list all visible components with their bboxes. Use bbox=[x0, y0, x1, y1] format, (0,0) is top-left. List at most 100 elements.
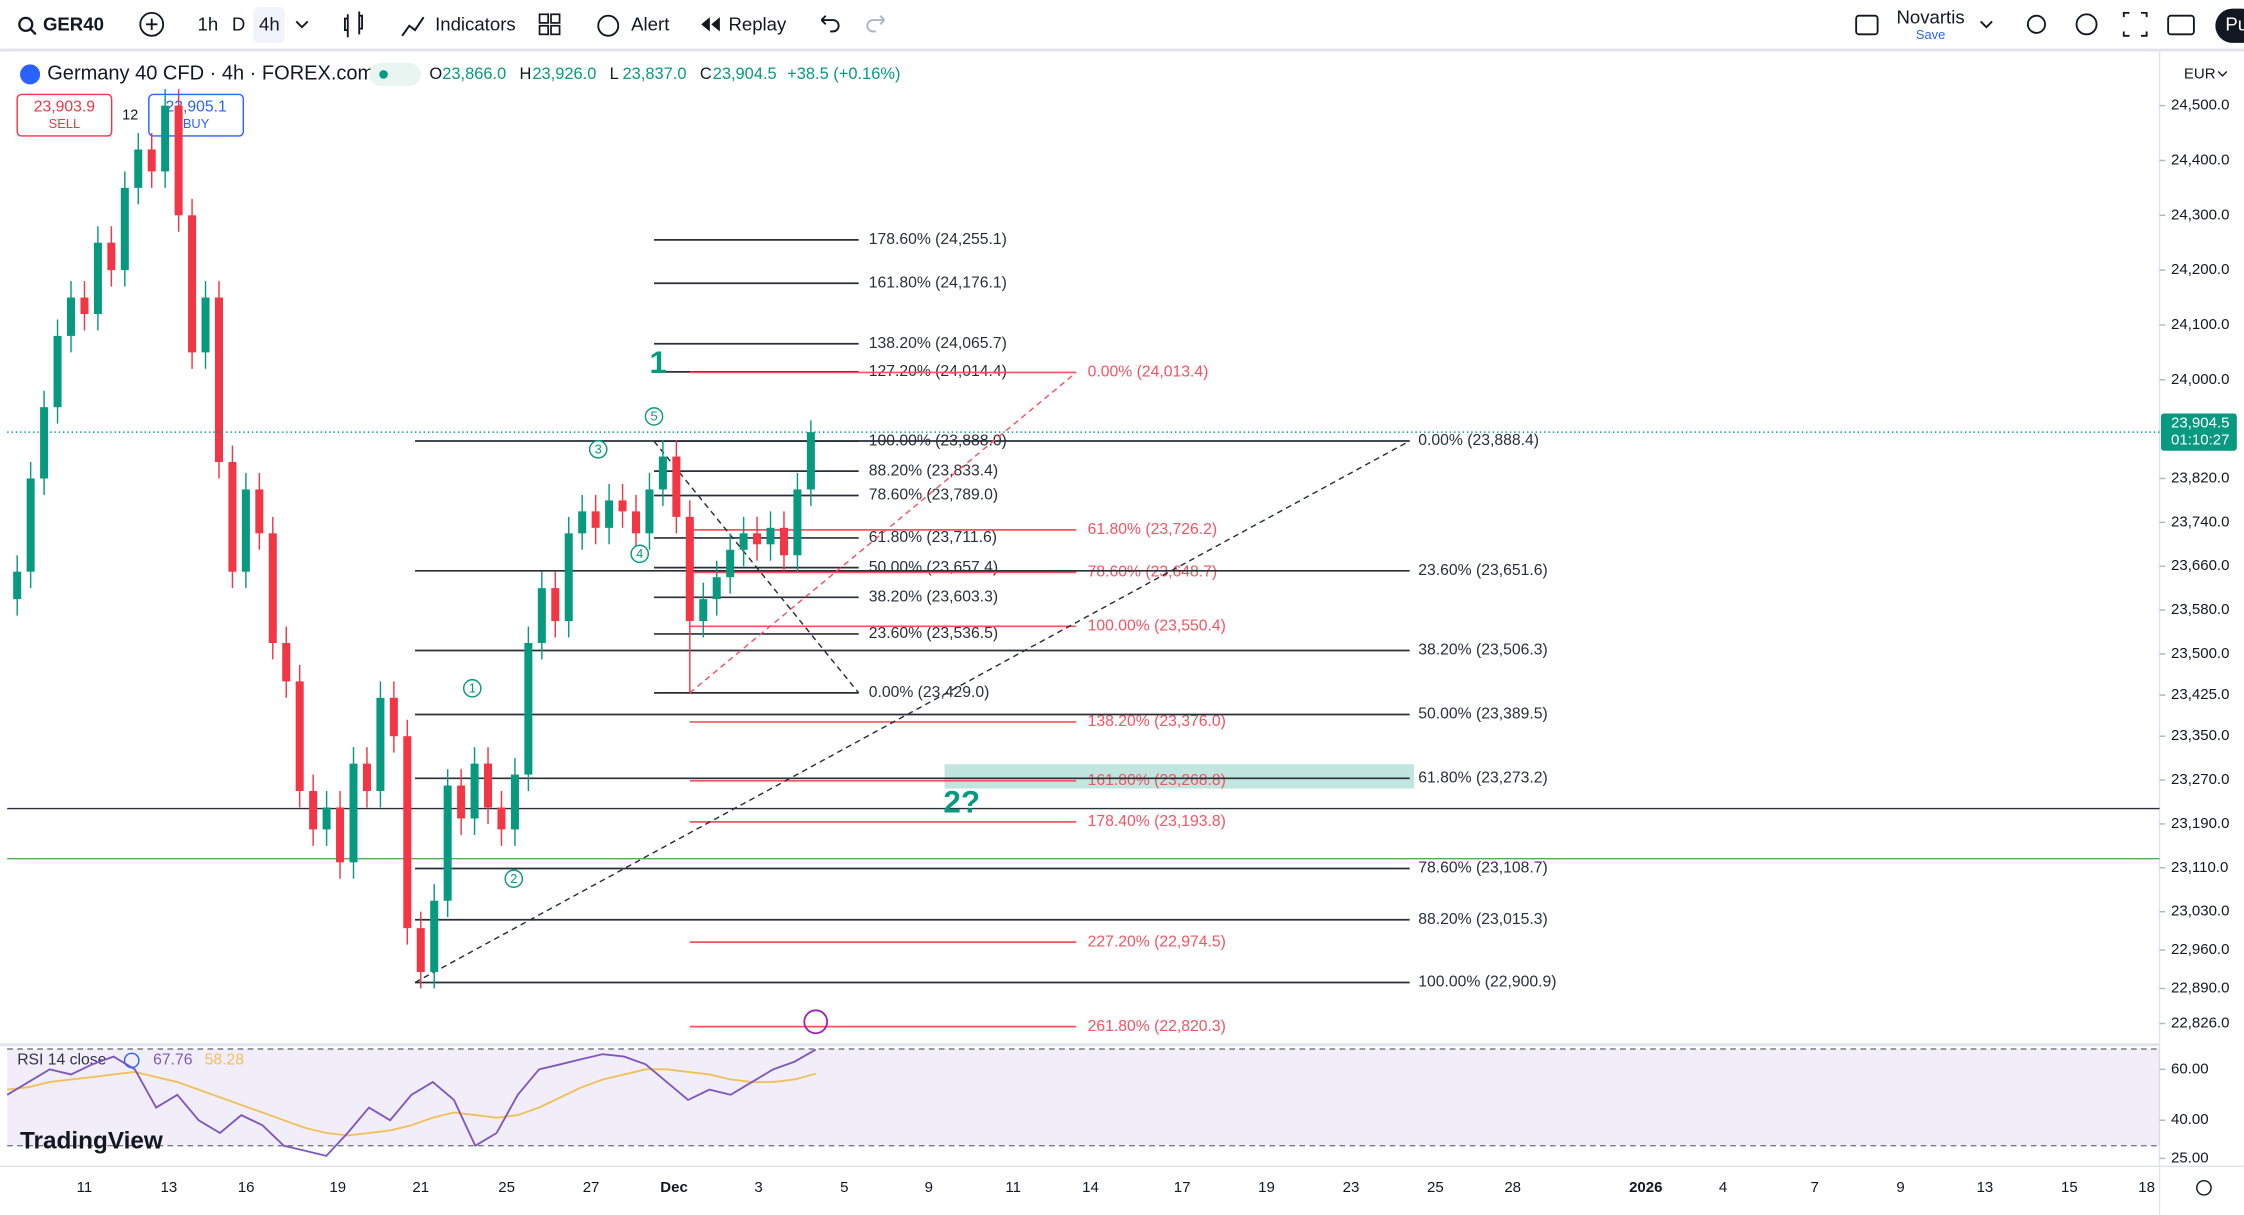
axis-settings[interactable] bbox=[2196, 1179, 2212, 1196]
layout-dropdown[interactable] bbox=[1979, 20, 1993, 29]
fib-label: 88.20% (23,833.4) bbox=[869, 462, 998, 479]
legend: Germany 40 CFD · 4h · FOREX.com O 23,866.… bbox=[20, 63, 900, 86]
candle-body bbox=[13, 571, 22, 600]
candle-body bbox=[658, 456, 667, 490]
indicators[interactable]: Indicators bbox=[435, 14, 516, 35]
fib-label: 38.20% (23,506.3) bbox=[1418, 642, 1547, 659]
fib-trendline[interactable] bbox=[653, 440, 860, 694]
fib-label: 227.20% (22,974.5) bbox=[1088, 933, 1226, 950]
add-symbol[interactable] bbox=[139, 11, 165, 37]
candle-body bbox=[712, 577, 721, 600]
rsi-title: RSI 14 close bbox=[17, 1052, 106, 1069]
undo[interactable] bbox=[820, 15, 840, 33]
sell-button[interactable] bbox=[16, 93, 113, 137]
interval[interactable]: 1h bbox=[198, 14, 219, 35]
wave-circle[interactable] bbox=[630, 544, 650, 564]
x-tick-label: 5 bbox=[840, 1179, 848, 1196]
candle-body bbox=[591, 511, 600, 528]
candle-body bbox=[188, 215, 197, 353]
ohlc-key: O bbox=[429, 65, 442, 83]
wave-target: 2? bbox=[943, 785, 980, 820]
ohlc-key: L bbox=[610, 65, 619, 83]
layout-save[interactable]: Save bbox=[1916, 27, 1945, 42]
candle-body bbox=[631, 511, 641, 534]
fib-trendline[interactable] bbox=[689, 371, 1077, 694]
replay-icon bbox=[701, 17, 720, 32]
fib-label: 161.80% (24,176.1) bbox=[869, 274, 1007, 291]
candle-body bbox=[120, 187, 129, 271]
wave-circle[interactable] bbox=[644, 407, 664, 426]
alert[interactable]: Alert bbox=[631, 14, 670, 35]
fib-label: 78.60% (23,648.7) bbox=[1088, 564, 1217, 581]
replay[interactable]: Replay bbox=[728, 14, 787, 35]
currency-dropdown[interactable] bbox=[2217, 71, 2228, 77]
templates[interactable] bbox=[538, 13, 561, 36]
candle-body bbox=[793, 489, 802, 556]
candle-body bbox=[134, 149, 143, 188]
candle-body bbox=[510, 774, 519, 830]
sell-label[interactable]: SELL bbox=[49, 116, 80, 131]
redo[interactable] bbox=[866, 15, 886, 33]
candle-body bbox=[295, 681, 304, 792]
settings[interactable] bbox=[2075, 13, 2098, 36]
quick-search[interactable] bbox=[2026, 14, 2046, 34]
x-tick-label: 2026 bbox=[1629, 1179, 1662, 1196]
fib-label: 138.20% (24,065.7) bbox=[869, 335, 1007, 352]
layout-icon[interactable] bbox=[1855, 14, 1879, 36]
wave-circle[interactable] bbox=[504, 869, 524, 888]
fib-trendline[interactable] bbox=[414, 440, 1410, 984]
toolbar: GER40 1h D 4h Indicators Alert Replay No… bbox=[0, 7, 2244, 52]
market-status bbox=[369, 62, 421, 86]
x-tick-label: 21 bbox=[412, 1179, 429, 1196]
fib-label: 178.40% (23,193.8) bbox=[1088, 813, 1226, 830]
candle-body bbox=[389, 697, 398, 737]
interval[interactable]: 4h bbox=[259, 14, 280, 35]
wave-circle[interactable] bbox=[588, 440, 608, 459]
fib-label: 261.80% (22,820.3) bbox=[1088, 1018, 1226, 1035]
y-tick-label: 24,000.0 bbox=[2171, 371, 2229, 388]
fib-label: 138.20% (23,376.0) bbox=[1088, 713, 1226, 730]
fib-label: 61.80% (23,273.2) bbox=[1418, 769, 1547, 786]
rsi-pane: RSI 14 close 60.00 40.00 25.00 67.76 58.28 bbox=[6, 1048, 2209, 1166]
rsi-icon[interactable] bbox=[123, 1052, 140, 1069]
snapshot[interactable] bbox=[2167, 14, 2195, 36]
y-tick-label: 24,300.0 bbox=[2171, 206, 2229, 223]
fib-label: 161.80% (23,268.8) bbox=[1088, 772, 1226, 789]
y-tick-label: 23,740.0 bbox=[2171, 513, 2229, 530]
ohlc-value: 23,904.5 bbox=[713, 65, 777, 83]
ohlc-value: 23,926.0 bbox=[532, 65, 596, 83]
sell-price[interactable]: 23,903.9 bbox=[34, 98, 95, 115]
price-tag-label: 23,904.5 bbox=[2171, 415, 2229, 432]
candle-body bbox=[726, 549, 735, 578]
x-tick-label: 13 bbox=[1977, 1179, 1994, 1196]
fullscreen[interactable] bbox=[2122, 11, 2148, 37]
rsi-tick-label: 40.00 bbox=[2171, 1111, 2209, 1128]
symbol[interactable]: GER40 bbox=[43, 14, 104, 35]
layout-name[interactable]: Novartis bbox=[1896, 7, 1964, 28]
wave-circle[interactable] bbox=[462, 679, 482, 698]
candle-body bbox=[457, 785, 466, 819]
candle-body bbox=[578, 511, 587, 534]
x-tick-label: 18 bbox=[2138, 1179, 2155, 1196]
candle-body bbox=[524, 642, 533, 775]
interval[interactable]: D bbox=[232, 14, 245, 35]
search-icon[interactable] bbox=[18, 16, 34, 32]
x-tick-label: 25 bbox=[498, 1179, 515, 1196]
buy-label[interactable]: BUY bbox=[183, 116, 210, 131]
x-tick-label: 11 bbox=[1005, 1179, 1021, 1196]
interval-dropdown[interactable] bbox=[295, 20, 309, 29]
publish[interactable]: Pu bbox=[2225, 14, 2244, 35]
y-tick-label: 23,580.0 bbox=[2171, 601, 2229, 618]
candle-body bbox=[349, 763, 358, 863]
candle-body bbox=[672, 456, 681, 517]
event-icon[interactable] bbox=[803, 1009, 829, 1035]
y-tick-label: 23,660.0 bbox=[2171, 557, 2229, 574]
chart-type[interactable] bbox=[343, 11, 364, 38]
search-icon bbox=[29, 27, 37, 36]
publish-button[interactable] bbox=[2215, 8, 2244, 43]
rsi-ma-line bbox=[7, 1068, 816, 1137]
target-zone[interactable] bbox=[944, 764, 1414, 789]
buy-button[interactable] bbox=[148, 93, 245, 137]
currency[interactable]: EUR bbox=[2184, 65, 2216, 82]
fib-label: 178.60% (24,255.1) bbox=[869, 231, 1007, 248]
